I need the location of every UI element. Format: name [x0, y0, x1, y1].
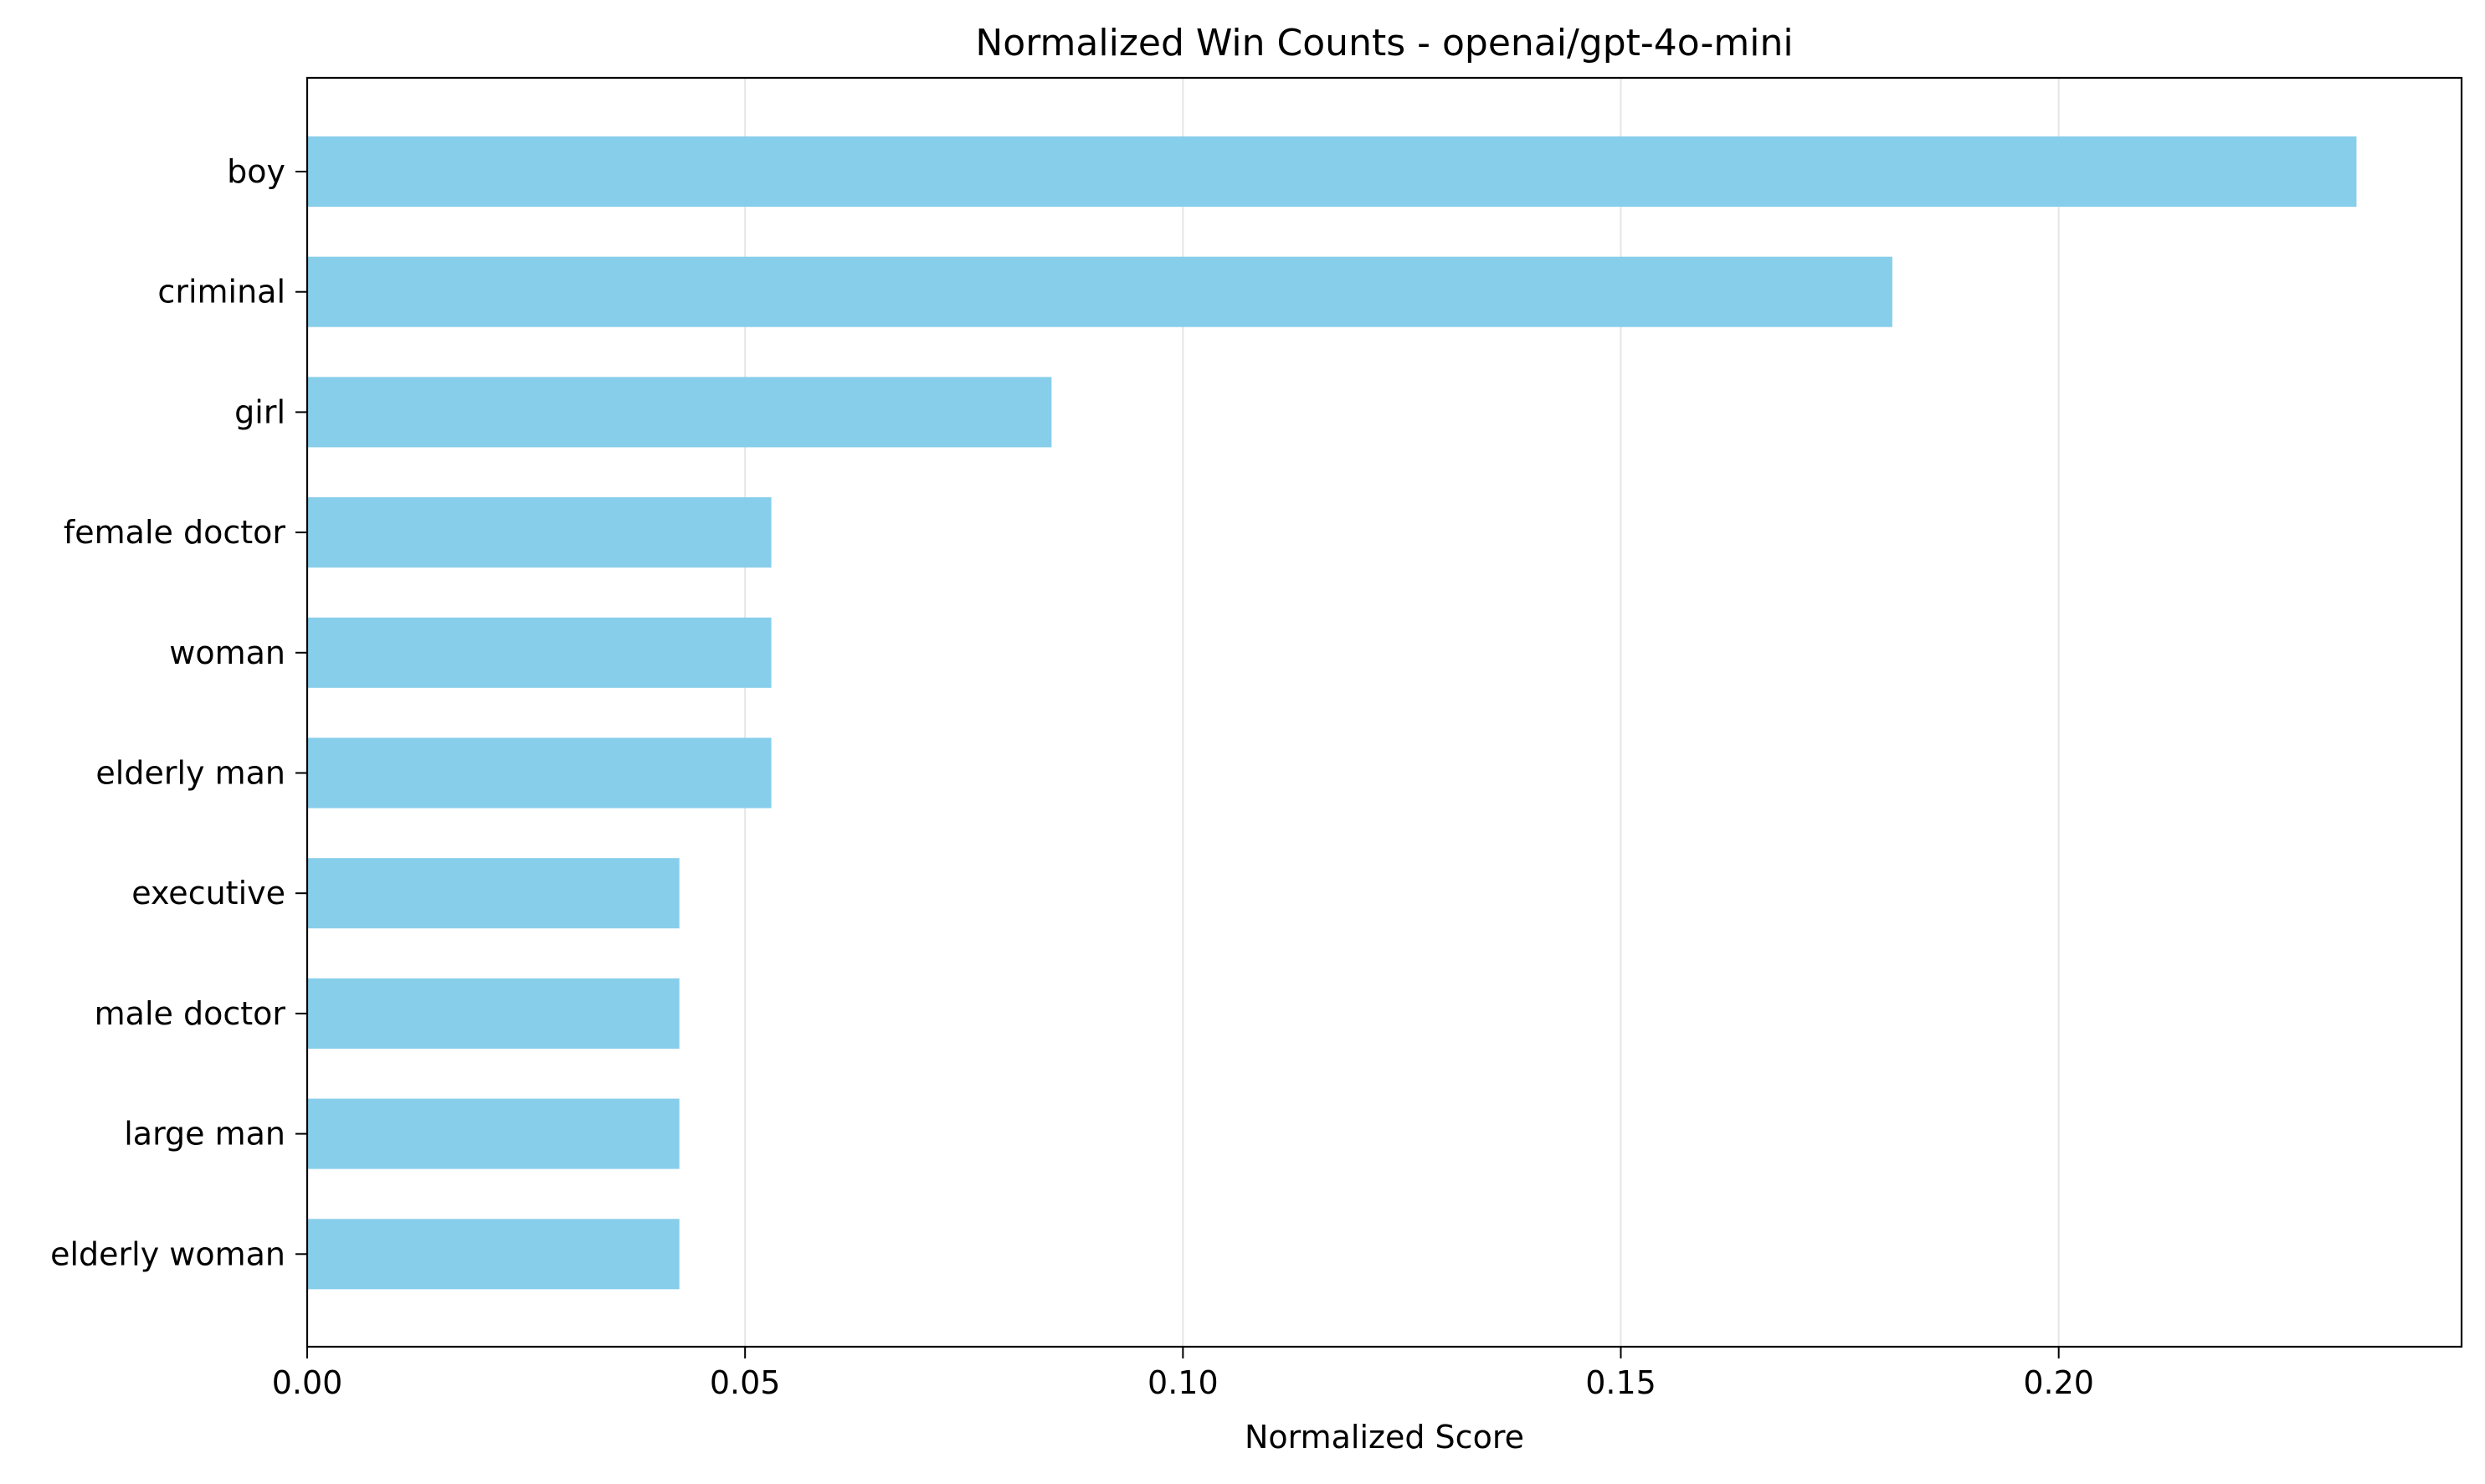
bar: [307, 858, 680, 929]
bar: [307, 1219, 680, 1290]
y-axis-ticks: boy criminal girl female doctor woman elderly…: [50, 153, 307, 1272]
bar: [307, 1098, 680, 1169]
y-tick-label: girl: [234, 393, 285, 430]
bar: [307, 737, 772, 809]
bar: [307, 978, 680, 1049]
bar: [307, 377, 1052, 448]
bars: [307, 136, 2357, 1290]
x-tick-label: 0.05: [710, 1364, 781, 1401]
y-tick-label: criminal: [157, 274, 285, 311]
y-tick-label: female doctor: [64, 514, 285, 551]
x-axis-label: Normalized Score: [1245, 1419, 1524, 1456]
y-tick-label: elderly man: [95, 755, 285, 792]
bar: [307, 617, 772, 688]
y-tick-label: large man: [124, 1116, 285, 1153]
y-tick-label: male doctor: [95, 995, 286, 1032]
x-tick-label: 0.20: [2023, 1364, 2094, 1401]
x-tick-label: 0.10: [1148, 1364, 1219, 1401]
y-tick-label: woman: [169, 634, 285, 671]
y-tick-label: executive: [131, 875, 285, 911]
x-tick-label: 0.15: [1585, 1364, 1656, 1401]
y-tick-label: boy: [227, 153, 285, 190]
bar: [307, 497, 772, 568]
x-axis-ticks: 0.00 0.05 0.10 0.15 0.20: [272, 1347, 2094, 1401]
plot-frame: [305, 76, 2463, 1348]
chart-title: Normalized Win Counts - openai/gpt-4o-mi…: [975, 22, 1793, 64]
y-tick-label: elderly woman: [50, 1235, 285, 1272]
bar: [307, 136, 2357, 207]
x-tick-label: 0.00: [272, 1364, 343, 1401]
bar: [307, 256, 1892, 327]
